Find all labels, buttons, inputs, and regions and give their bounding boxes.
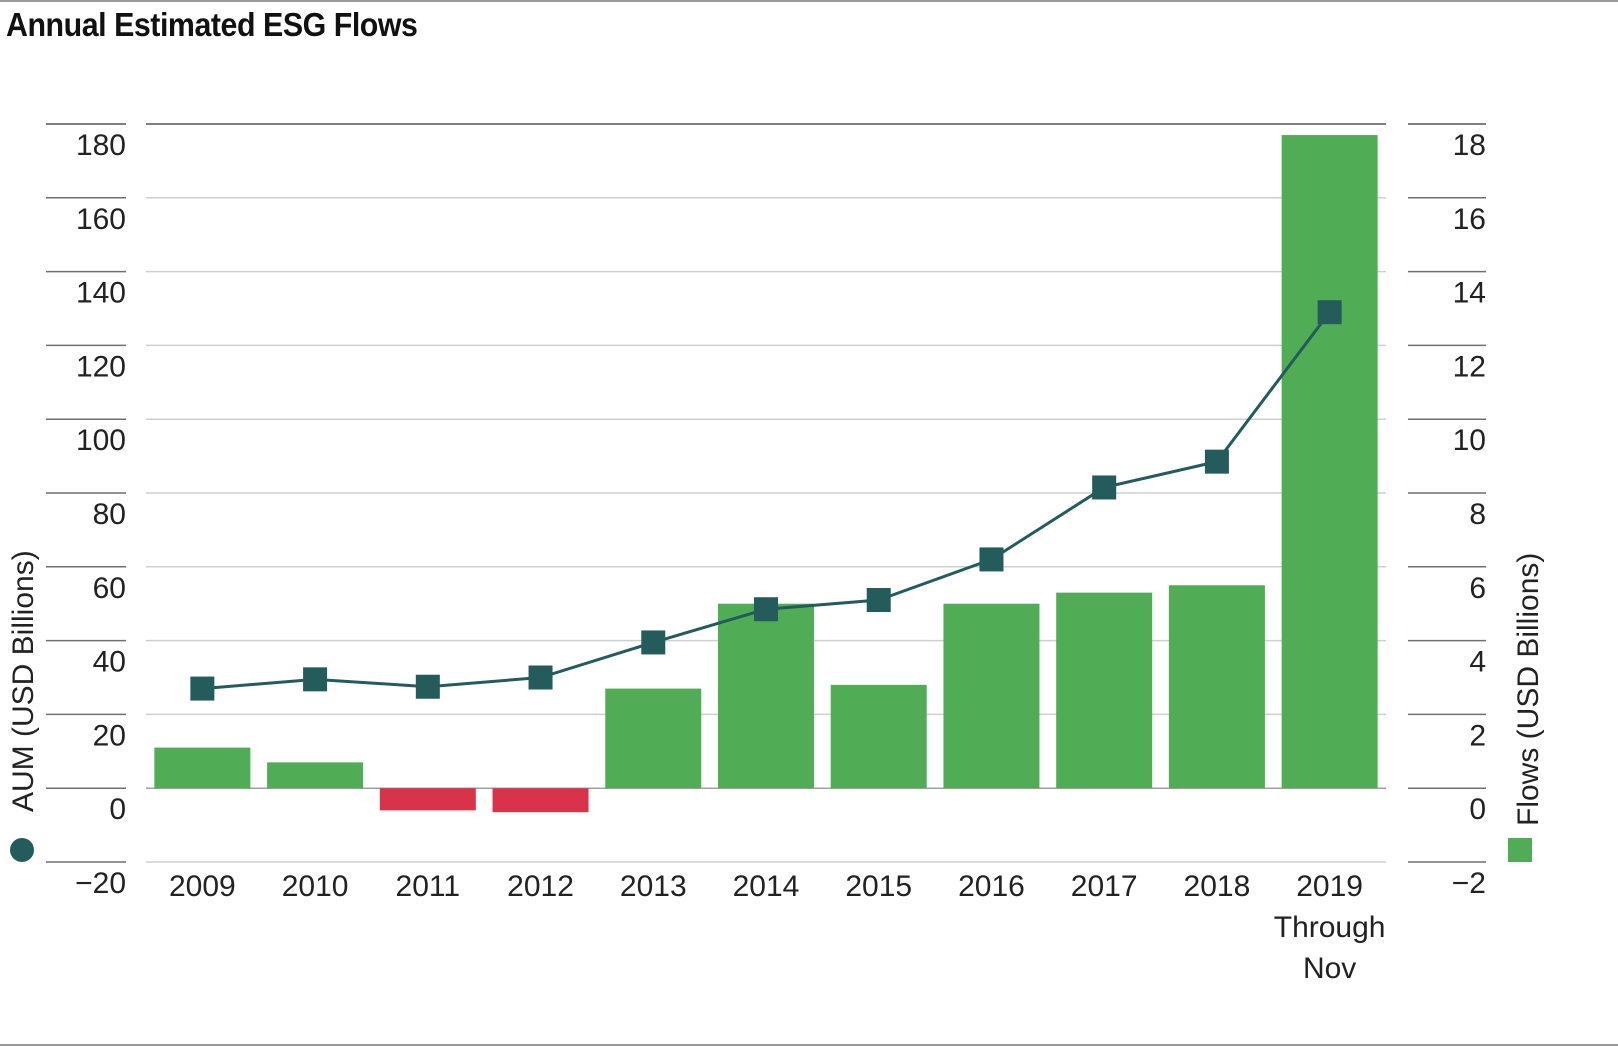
x-tick-label: 2013 bbox=[620, 870, 687, 903]
aum-point bbox=[1317, 300, 1342, 325]
chart-title: Annual Estimated ESG Flows bbox=[6, 6, 418, 43]
right-axis-label: Flows (USD Billions) bbox=[1512, 553, 1545, 826]
left-tick-label: 100 bbox=[76, 424, 126, 457]
axis-labels: AUM (USD Billions) Flows (USD Billions) bbox=[7, 550, 1545, 862]
left-tick-label: 180 bbox=[76, 129, 126, 162]
x-tick-label: 2015 bbox=[845, 870, 912, 903]
left-tick-label: 40 bbox=[93, 646, 126, 679]
x-tick-label: 2010 bbox=[282, 870, 349, 903]
flow-bar bbox=[943, 603, 1040, 789]
x-tick-label: Through bbox=[1274, 911, 1386, 944]
left-tick-label: 120 bbox=[76, 350, 126, 383]
flow-bar bbox=[154, 747, 251, 789]
left-tick-label: 0 bbox=[109, 793, 126, 826]
right-tick-label: 0 bbox=[1469, 793, 1486, 826]
aum-point bbox=[190, 676, 215, 701]
aum-point bbox=[1204, 449, 1229, 474]
aum-point bbox=[754, 597, 778, 622]
flow-bar bbox=[605, 688, 702, 789]
x-tick-label: 2018 bbox=[1184, 870, 1251, 903]
right-tick-label: −2 bbox=[1452, 867, 1486, 900]
aum-point bbox=[415, 674, 440, 699]
x-tick-label: 2019 bbox=[1296, 870, 1363, 903]
right-tick-label: 14 bbox=[1453, 277, 1486, 310]
x-tick-label: 2014 bbox=[733, 870, 800, 903]
left-tick-label: 80 bbox=[93, 498, 126, 531]
flows-legend-marker bbox=[1508, 838, 1532, 862]
right-tick-label: 18 bbox=[1453, 129, 1486, 162]
right-tick-label: 2 bbox=[1469, 719, 1486, 752]
flow-bar bbox=[379, 788, 476, 811]
right-tick-label: 4 bbox=[1469, 646, 1486, 679]
x-tick-label: Nov bbox=[1303, 952, 1356, 985]
x-tick-label: 2009 bbox=[169, 870, 236, 903]
aum-point bbox=[641, 630, 666, 655]
flow-bar bbox=[267, 762, 364, 789]
x-tick-label: 2011 bbox=[396, 870, 461, 903]
left-tick-label: 160 bbox=[76, 203, 126, 236]
left-axis-ticks: 180 160 140 120 100 80 60 40 20 0 −20 bbox=[46, 123, 126, 900]
right-tick-label: 8 bbox=[1469, 498, 1486, 531]
flow-bar bbox=[1168, 585, 1265, 789]
flow-bar bbox=[1281, 135, 1378, 789]
flow-bar bbox=[830, 684, 927, 789]
left-tick-label: 20 bbox=[93, 719, 126, 752]
flow-bar bbox=[718, 603, 814, 789]
aum-point bbox=[1092, 475, 1117, 500]
right-axis-ticks: 18 16 14 12 10 8 6 4 2 0 −2 bbox=[1408, 123, 1486, 900]
flow-bars bbox=[154, 135, 1378, 813]
bottom-rule bbox=[0, 1044, 1618, 1046]
aum-point bbox=[303, 667, 328, 692]
aum-point bbox=[528, 665, 553, 690]
flow-bar bbox=[492, 788, 589, 813]
left-tick-label: 60 bbox=[93, 572, 126, 605]
right-tick-label: 16 bbox=[1453, 203, 1486, 236]
left-axis-label: AUM (USD Billions) bbox=[7, 550, 40, 812]
x-axis-labels: 2009 2010 2011 2012 2013 2014 2015 2016 2017 2018… bbox=[169, 870, 1386, 985]
right-tick-label: 10 bbox=[1453, 424, 1486, 457]
x-tick-label: 2012 bbox=[507, 870, 574, 903]
flow-bar bbox=[1056, 592, 1153, 789]
left-tick-label: 140 bbox=[76, 277, 126, 310]
left-tick-label: −20 bbox=[75, 867, 126, 900]
x-tick-label: 2017 bbox=[1071, 870, 1138, 903]
aum-line bbox=[190, 300, 1342, 701]
top-rule bbox=[0, 0, 1618, 2]
aum-legend-marker bbox=[10, 838, 34, 862]
aum-point bbox=[979, 547, 1004, 572]
right-tick-label: 12 bbox=[1453, 350, 1486, 383]
right-tick-label: 6 bbox=[1469, 572, 1486, 605]
x-tick-label: 2016 bbox=[958, 870, 1025, 903]
aum-point bbox=[866, 588, 891, 613]
